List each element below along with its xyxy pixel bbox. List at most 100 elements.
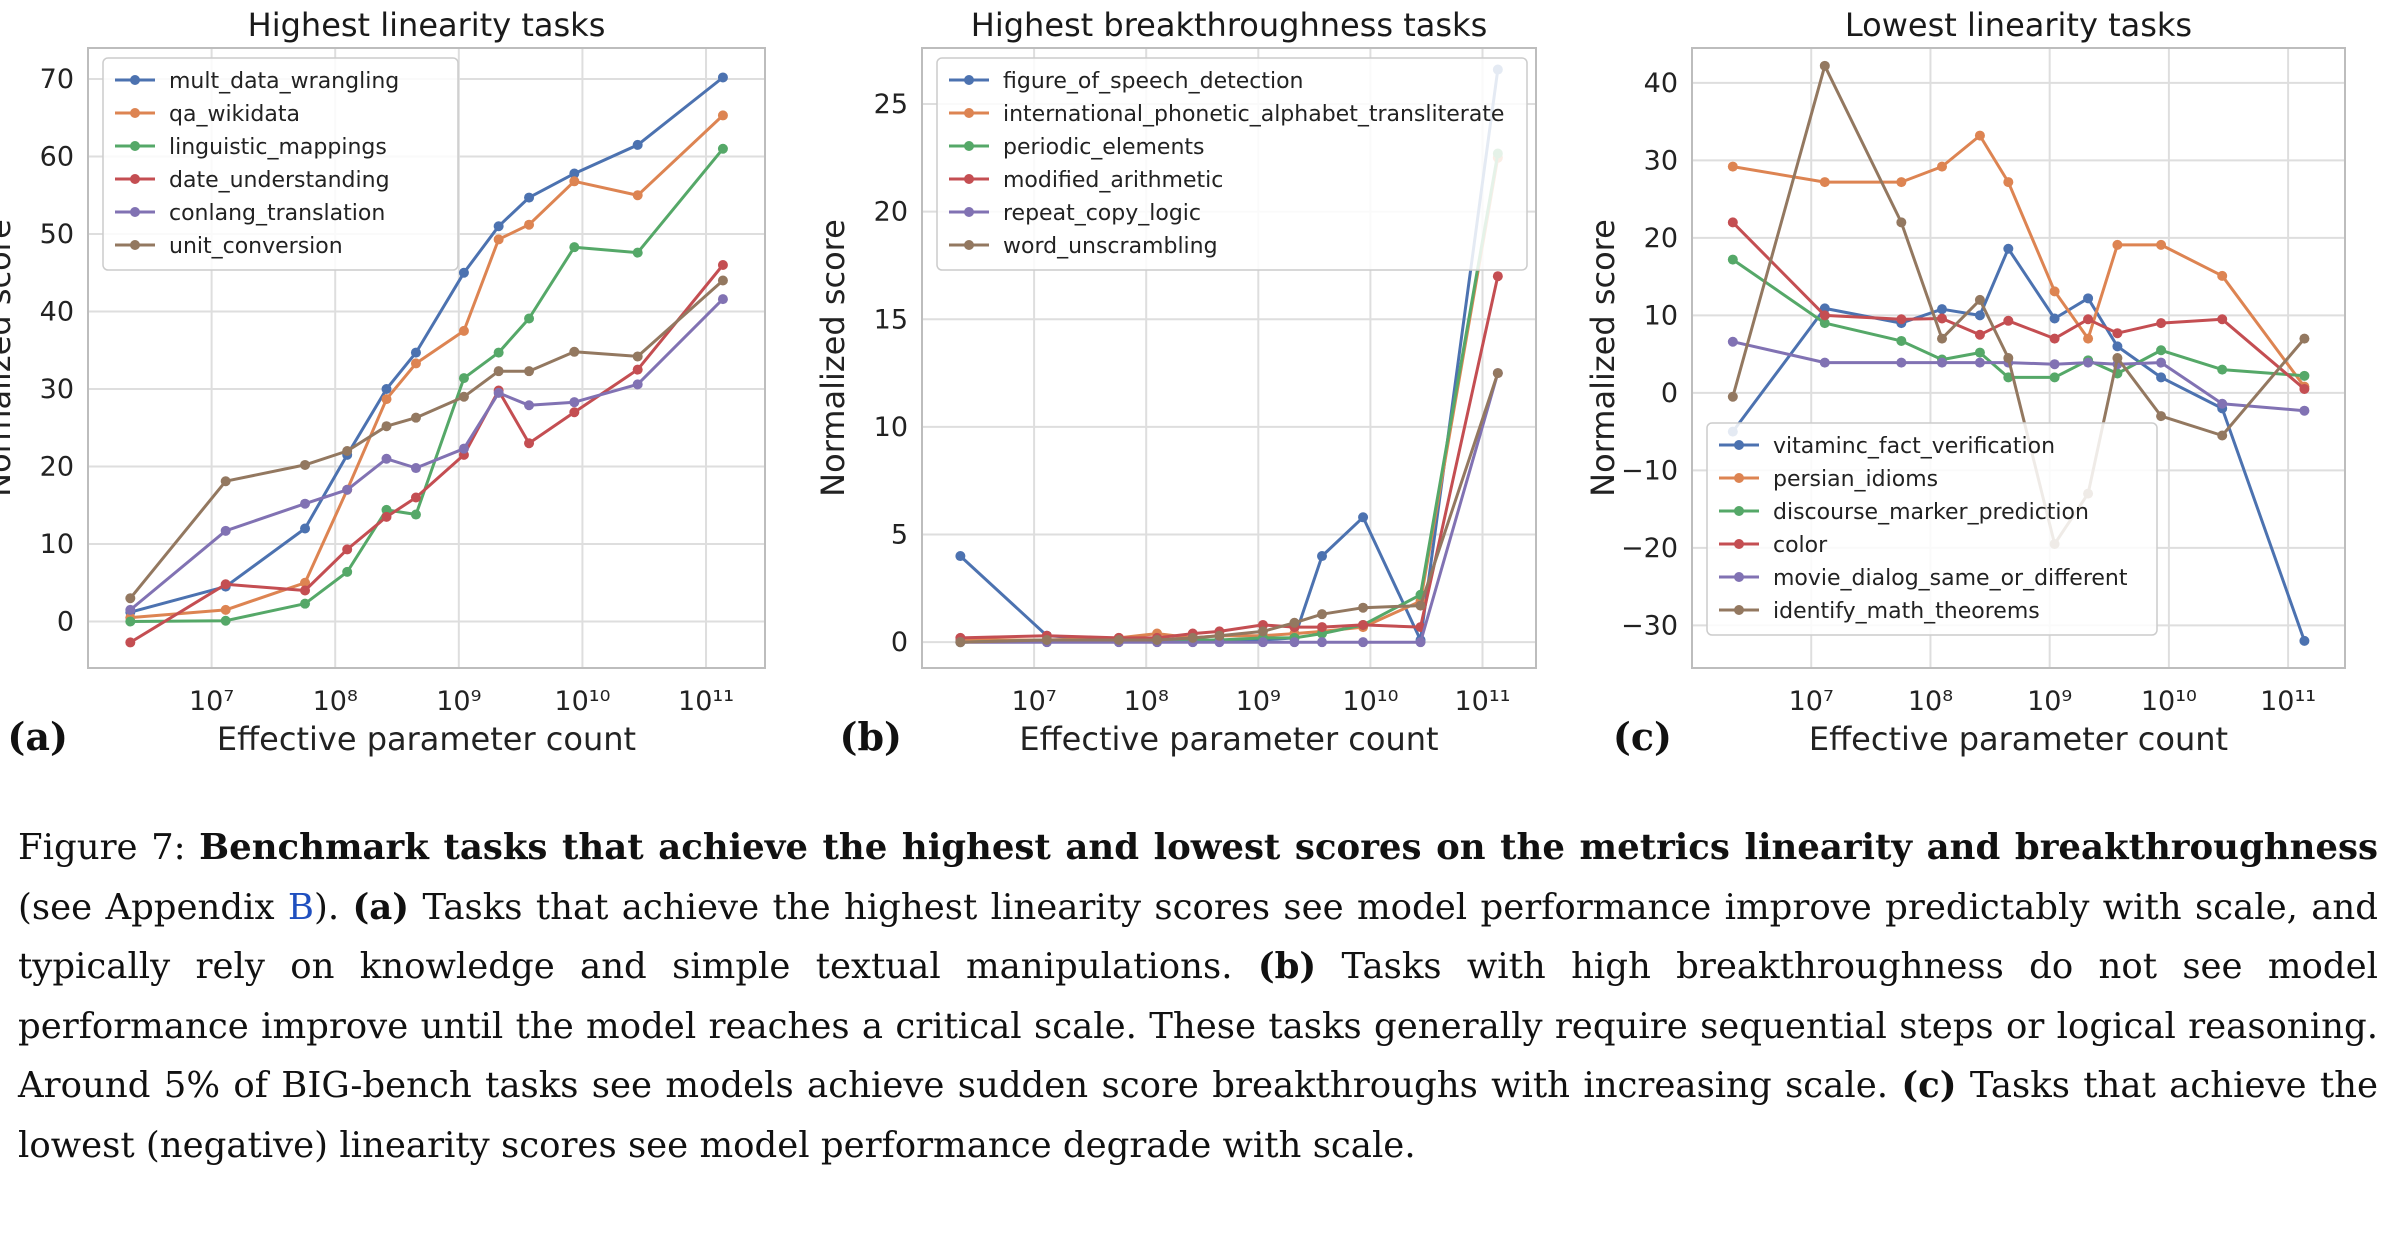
- series-unit-conversion: [125, 275, 728, 604]
- legend-label: repeat_copy_logic: [1003, 201, 1201, 226]
- x-tick-label: 10⁸: [313, 686, 358, 717]
- data-point: [342, 544, 353, 555]
- data-point: [569, 176, 580, 187]
- legend-swatch-marker: [130, 108, 140, 118]
- plot-frame: [921, 47, 1537, 669]
- y-tick-label: 0: [57, 607, 74, 638]
- data-point: [220, 604, 231, 615]
- data-point: [524, 313, 535, 324]
- series-line: [129, 279, 724, 600]
- data-point: [381, 421, 392, 432]
- legend-label: international_phonetic_alphabet_translit…: [1003, 102, 1504, 127]
- data-point: [381, 384, 392, 394]
- x-tick-label: 10⁸: [1124, 686, 1169, 717]
- y-tick-label: 15: [874, 304, 908, 335]
- caption-see-close: ).: [313, 886, 353, 928]
- legend-item-modified-arithmetic: modified_arithmetic: [949, 168, 1223, 193]
- legend-swatch-marker: [130, 174, 140, 184]
- data-point: [1727, 217, 1738, 228]
- series-color: [1727, 217, 2310, 394]
- legend-label: periodic_elements: [1003, 135, 1204, 160]
- data-point: [1727, 161, 1738, 172]
- data-point: [2217, 398, 2228, 409]
- data-point: [1214, 630, 1225, 641]
- caption-bold-title: Benchmark tasks that achieve the highest…: [199, 827, 2378, 868]
- data-point: [381, 504, 392, 515]
- appendix-link[interactable]: B: [287, 886, 314, 928]
- data-point: [1727, 254, 1738, 265]
- data-point: [1358, 637, 1369, 648]
- series-line: [130, 147, 725, 623]
- series-linguistic-mappings: [125, 143, 728, 627]
- legend-swatch-marker: [964, 240, 974, 250]
- chart-highest-breakthroughness: 0 5 10 15 20 25 10⁷ 10⁸ 10⁹ 10¹⁰ 10¹¹ Highest break…: [814, 6, 1537, 759]
- data-point: [1819, 318, 1830, 329]
- data-point: [220, 615, 231, 626]
- legend-label: identify_math_theorems: [1773, 599, 2040, 624]
- data-point: [955, 551, 966, 562]
- legend: mult_data_wrangling qa_wikidata linguistic…: [102, 57, 459, 271]
- data-point: [381, 394, 392, 405]
- y-tick-label: −30: [1621, 610, 1678, 641]
- data-point: [1937, 333, 1948, 344]
- legend-swatch-marker: [964, 174, 974, 184]
- legend-item-date-understanding: date_understanding: [115, 168, 390, 193]
- data-point: [1896, 314, 1907, 325]
- data-point: [2156, 372, 2167, 383]
- legend-swatch-marker: [964, 141, 974, 151]
- legend-box: [936, 57, 1528, 271]
- legend-label: figure_of_speech_detection: [1003, 69, 1304, 94]
- legend-item-repeat-copy-logic: repeat_copy_logic: [949, 201, 1201, 226]
- data-point: [2112, 353, 2123, 363]
- x-tick-label: 10¹⁰: [554, 686, 610, 717]
- data-point: [569, 168, 580, 179]
- data-point: [2156, 411, 2167, 422]
- data-point: [2083, 333, 2094, 344]
- data-point: [632, 139, 643, 150]
- data-point: [493, 387, 504, 398]
- data-point: [1187, 632, 1198, 643]
- data-point: [2217, 314, 2228, 325]
- data-point: [1937, 357, 1948, 368]
- legend-swatch-marker: [130, 75, 140, 85]
- legend-label: conlang_translation: [169, 201, 385, 226]
- legend-item-mult-data-wrangling: mult_data_wrangling: [115, 69, 399, 94]
- data-point: [569, 407, 580, 418]
- legend-item-vitaminc-fact-verification: vitaminc_fact_verification: [1719, 434, 2055, 459]
- data-point: [2299, 333, 2310, 344]
- chart-title: Lowest linearity tasks: [1845, 6, 2192, 44]
- data-point: [2217, 430, 2228, 441]
- legend-label: vitaminc_fact_verification: [1773, 434, 2055, 459]
- data-point: [569, 346, 580, 357]
- data-point: [2299, 370, 2310, 381]
- data-point: [1317, 622, 1328, 633]
- data-point: [1974, 130, 1985, 141]
- data-point: [1937, 304, 1948, 315]
- x-tick-label: 10¹¹: [1455, 686, 1511, 717]
- data-point: [524, 400, 535, 411]
- legend-swatch-marker: [1734, 572, 1744, 582]
- data-point: [342, 446, 353, 456]
- chart-title: Highest linearity tasks: [248, 6, 606, 44]
- data-point: [717, 72, 728, 83]
- data-point: [458, 325, 469, 336]
- data-point: [717, 294, 728, 305]
- data-point: [717, 143, 728, 154]
- legend-item-word-unscrambling: word_unscrambling: [949, 234, 1218, 259]
- data-point: [1113, 635, 1124, 646]
- data-point: [2217, 364, 2228, 375]
- x-tick-label: 10¹⁰: [1342, 686, 1398, 717]
- legend-item-conlang-translation: conlang_translation: [115, 201, 385, 226]
- data-point: [632, 364, 643, 375]
- legend-swatch-marker: [130, 207, 140, 217]
- legend-label: unit_conversion: [169, 234, 343, 259]
- x-tick-label: 10⁷: [1012, 686, 1057, 717]
- series-line: [1732, 340, 2305, 413]
- y-tick-label: 20: [874, 197, 908, 228]
- data-point: [717, 110, 728, 121]
- y-tick-label: −10: [1621, 455, 1678, 486]
- data-point: [1974, 347, 1985, 358]
- data-point: [1358, 512, 1369, 523]
- y-tick-label: 10: [874, 412, 908, 443]
- data-point: [300, 498, 311, 509]
